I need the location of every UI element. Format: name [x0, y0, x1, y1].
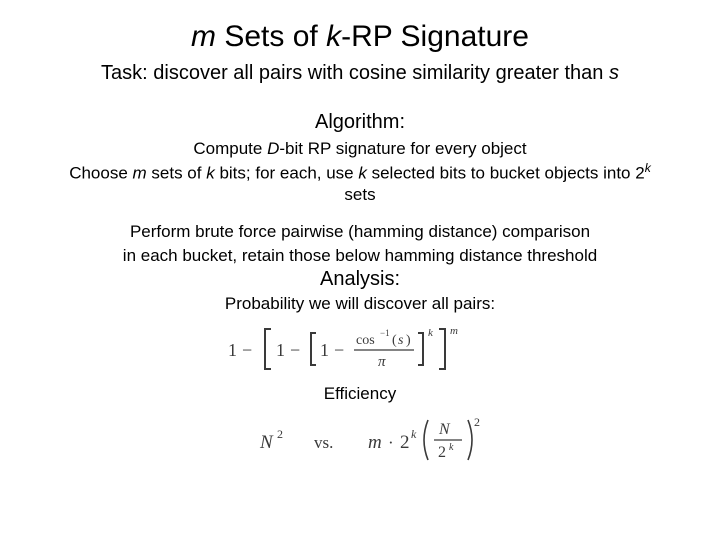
svg-text:k: k: [428, 327, 434, 339]
svg-text:vs.: vs.: [314, 433, 333, 452]
l2exp: k: [645, 161, 651, 175]
svg-text:2: 2: [438, 444, 446, 461]
efficiency-label: Efficiency: [10, 384, 710, 404]
l1b: -bit RP signature for every object: [279, 139, 526, 158]
svg-text:1: 1: [320, 340, 329, 360]
title-suffix: -RP Signature: [341, 20, 529, 53]
svg-text:): ): [406, 333, 411, 348]
svg-text:1: 1: [276, 340, 285, 360]
efficiency-formula: N 2 vs. m · 2 k N 2 k 2: [10, 412, 710, 468]
svg-text:·: ·: [388, 433, 394, 452]
svg-text:k: k: [449, 442, 454, 453]
svg-text:1: 1: [228, 340, 237, 360]
l2d: selected bits to bucket objects into 2: [367, 164, 645, 183]
probability-label: Probability we will discover all pairs:: [10, 293, 710, 314]
svg-text:cos: cos: [356, 333, 375, 348]
probability-formula: 1 − 1 − 1 − cos −1 ( s ) π k: [10, 322, 710, 376]
svg-text:2: 2: [474, 415, 480, 429]
svg-text:−1: −1: [380, 328, 390, 338]
title-k: k: [326, 20, 341, 53]
task-lead: Task: discover all pairs with cosine sim…: [101, 62, 609, 84]
algo-line-4: in each bucket, retain those below hammi…: [10, 245, 710, 266]
svg-text:s: s: [398, 333, 404, 348]
l2c: bits; for each, use: [215, 164, 359, 183]
l2b: sets of: [147, 164, 207, 183]
svg-text:N: N: [438, 421, 451, 438]
l2e: sets: [344, 185, 375, 204]
svg-text:−: −: [334, 340, 344, 360]
svg-text:N: N: [259, 432, 274, 453]
title-m: m: [191, 20, 216, 53]
svg-text:2: 2: [277, 427, 283, 441]
slide-title: m Sets of k-RP Signature: [10, 20, 710, 54]
l2a: Choose: [69, 164, 132, 183]
task-s: s: [609, 62, 619, 84]
l2k2: k: [358, 164, 367, 183]
l1D: D: [267, 139, 279, 158]
svg-text:−: −: [290, 340, 300, 360]
svg-text:−: −: [242, 340, 252, 360]
task-line: Task: discover all pairs with cosine sim…: [10, 62, 710, 85]
svg-text:m: m: [368, 432, 382, 453]
algo-line-2: Choose m sets of k bits; for each, use k…: [10, 161, 710, 205]
svg-text:(: (: [392, 333, 397, 348]
title-mid: Sets of: [216, 20, 326, 53]
algo-line-3: Perform brute force pairwise (hamming di…: [10, 221, 710, 242]
l2k: k: [206, 164, 215, 183]
svg-text:2: 2: [400, 432, 410, 453]
svg-text:k: k: [411, 427, 417, 441]
analysis-heading: Analysis:: [10, 268, 710, 291]
algorithm-heading: Algorithm:: [10, 111, 710, 134]
l2m: m: [133, 164, 147, 183]
slide-container: m Sets of k-RP Signature Task: discover …: [0, 0, 720, 468]
svg-text:π: π: [378, 354, 386, 370]
algo-line-1: Compute D-bit RP signature for every obj…: [10, 138, 710, 159]
l1a: Compute: [193, 139, 267, 158]
svg-text:m: m: [450, 325, 458, 337]
